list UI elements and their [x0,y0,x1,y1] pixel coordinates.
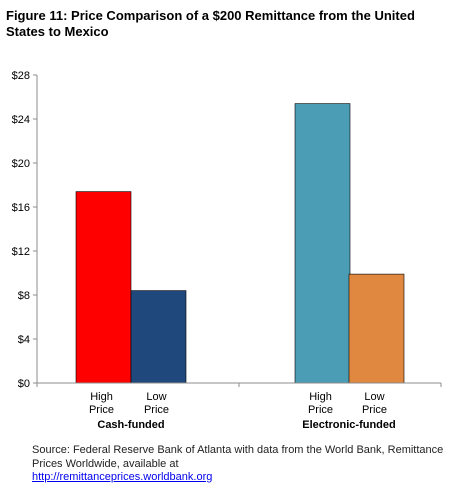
bar-cash-low [130,290,187,384]
y-tick-label: $24 [12,114,30,126]
bar-label: Low [146,391,166,403]
y-axis-ticks: $0 $4 $8 $12 $16 $20 $24 $28 [12,70,442,390]
bar-electronic-high [294,103,351,384]
bar-series [75,103,405,384]
bar-label: Price [144,404,169,416]
category-label: Cash-funded [97,419,164,431]
bar-label: High [309,391,332,403]
bar-cash-high [75,191,132,384]
bar-label: Price [362,404,387,416]
source-link[interactable]: http://remittanceprices.worldbank.org [32,471,213,483]
y-tick-label: $0 [18,378,30,390]
source-text: Source: Federal Reserve Bank of Atlanta … [32,444,444,470]
chart-title: Figure 11: Price Comparison of a $200 Re… [6,8,415,39]
y-tick-label: $4 [18,334,30,346]
source-note: Source: Federal Reserve Bank of Atlanta … [32,444,447,485]
category-labels: Cash-funded Electronic-funded [97,419,395,431]
bar-label: Price [308,404,333,416]
bar-electronic-low [348,273,405,384]
y-tick-label: $16 [12,202,30,214]
bar-chart: $0$4$8$12$16$20$24$28 HighPriceLowPriceH… [12,70,442,431]
y-tick-label: $20 [12,158,30,170]
bar-label: Price [89,404,114,416]
y-tick-label: $8 [18,290,30,302]
bar-label: High [90,391,113,403]
y-tick-label: $28 [12,70,30,82]
bar-label: Low [364,391,384,403]
y-tick-label: $12 [12,246,30,258]
category-label: Electronic-funded [302,419,396,431]
